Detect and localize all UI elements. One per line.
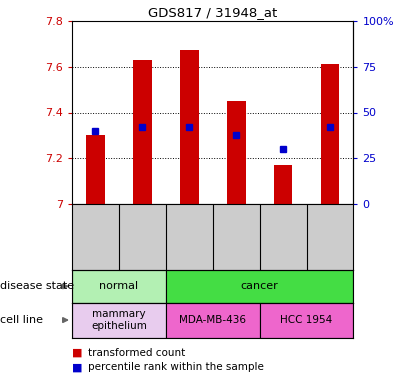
- Bar: [274, 165, 293, 204]
- Bar: [72, 303, 166, 338]
- Text: HCC 1954: HCC 1954: [280, 315, 332, 325]
- Bar: [133, 60, 152, 204]
- Bar: [180, 51, 199, 204]
- Text: transformed count: transformed count: [88, 348, 186, 357]
- Text: percentile rank within the sample: percentile rank within the sample: [88, 363, 264, 372]
- Text: cell line: cell line: [0, 315, 43, 325]
- Bar: [72, 270, 166, 303]
- Text: disease state: disease state: [0, 281, 74, 291]
- Bar: [166, 270, 353, 303]
- Text: MDA-MB-436: MDA-MB-436: [179, 315, 246, 325]
- Text: cancer: cancer: [241, 281, 279, 291]
- Text: normal: normal: [99, 281, 139, 291]
- Text: mammary
epithelium: mammary epithelium: [91, 309, 147, 331]
- Bar: [166, 303, 260, 338]
- Title: GDS817 / 31948_at: GDS817 / 31948_at: [148, 6, 277, 20]
- Bar: [321, 64, 339, 204]
- Bar: [260, 303, 353, 338]
- Text: ■: ■: [72, 363, 86, 372]
- Text: ■: ■: [72, 348, 86, 357]
- Bar: [227, 101, 245, 204]
- Bar: [86, 135, 105, 204]
